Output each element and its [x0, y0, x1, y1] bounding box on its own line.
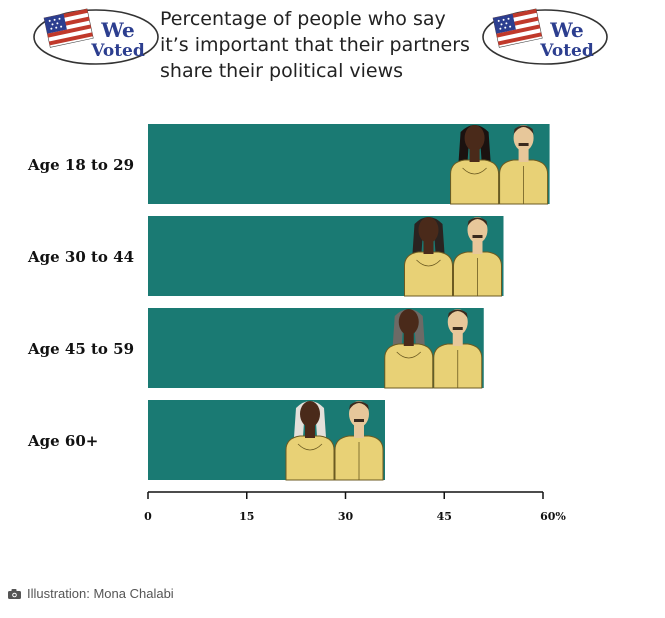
sticker-word: We: [100, 18, 135, 42]
category-label: Age 30 to 44: [27, 248, 134, 266]
caption-text: Illustration: Mona Chalabi: [27, 586, 174, 601]
title-line: share their political views: [160, 60, 404, 82]
illustration-credit: Illustration: Mona Chalabi: [8, 586, 174, 601]
title-line: it’s important that their partners: [160, 34, 470, 56]
couple-illustration: [384, 309, 483, 389]
category-label: Age 45 to 59: [27, 340, 134, 358]
sticker-word: We: [549, 18, 584, 42]
us-flag-icon: [492, 8, 543, 48]
couple-illustration: [450, 125, 549, 205]
category-label: Age 60+: [27, 432, 98, 450]
x-tick-label: 45: [437, 510, 452, 523]
x-axis: 0 15 30 45 60%: [144, 491, 566, 523]
category-label: Age 18 to 29: [27, 156, 134, 174]
camera-icon: [8, 588, 21, 599]
chart-title: Percentage of people who say it’s import…: [160, 6, 490, 84]
x-tick-label: 0: [144, 510, 152, 523]
we-voted-sticker-right: We Voted: [482, 8, 608, 65]
x-tick-label: 30: [338, 510, 354, 523]
x-tick-label: 60%: [540, 510, 566, 523]
sticker-word: Voted: [90, 41, 145, 61]
bars-layer: Age 18 to 29 Age 30 to 44 Age 45 to 59 Age …: [27, 124, 550, 481]
we-voted-sticker-left: We Voted: [33, 8, 159, 65]
x-tick-label: 15: [239, 510, 254, 523]
title-line: Percentage of people who say: [160, 8, 446, 30]
couple-illustration: [404, 217, 502, 297]
us-flag-icon: [43, 8, 94, 48]
bar-chart: Age 18 to 29 Age 30 to 44 Age 45 to 59 Age …: [27, 124, 566, 523]
couple-illustration: [285, 401, 384, 481]
sticker-word: Voted: [539, 41, 594, 61]
